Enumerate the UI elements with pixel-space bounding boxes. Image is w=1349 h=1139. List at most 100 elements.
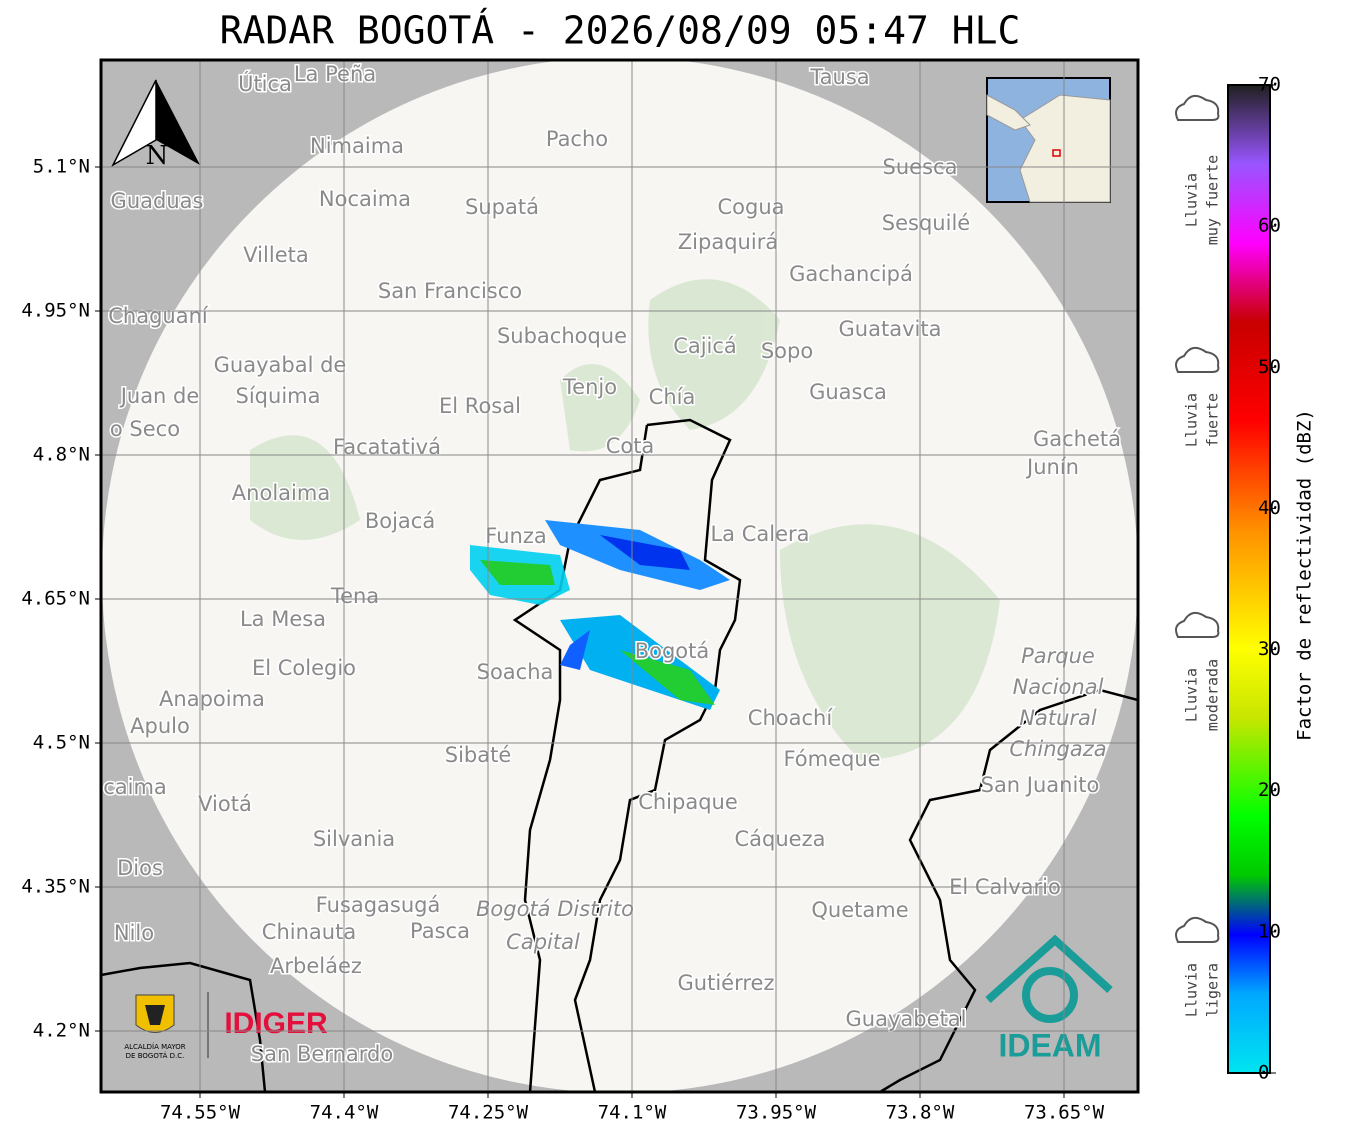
place-label: Anolaima bbox=[232, 481, 330, 505]
place-label: Cogua bbox=[717, 195, 784, 219]
place-label: San Francisco bbox=[378, 279, 522, 303]
colorbar-tick-label: 40 bbox=[1258, 497, 1281, 519]
park-label: Chingaza bbox=[1009, 737, 1106, 761]
y-tick-label: 4.65°N bbox=[21, 588, 90, 610]
north-label: N bbox=[146, 141, 169, 171]
rain-level-label: Lluvia bbox=[1183, 393, 1201, 447]
place-label: Síquima bbox=[236, 384, 321, 408]
place-label: Útica bbox=[238, 71, 292, 96]
place-label: Sopo bbox=[761, 339, 813, 363]
colorbar-tick-label: 30 bbox=[1258, 638, 1281, 660]
map-frame bbox=[99, 58, 1140, 1094]
x-tick-label: 74.25°W bbox=[448, 1102, 529, 1124]
rain-icon bbox=[1175, 916, 1220, 943]
place-label: San Juanito bbox=[981, 773, 1100, 797]
place-label: Sesquilé bbox=[882, 211, 970, 235]
ideam-text: IDEAM bbox=[998, 1027, 1101, 1063]
place-label: Pacho bbox=[546, 127, 608, 151]
place-label: Fusagasugá bbox=[316, 893, 441, 917]
colorbar-label: Factor de reflectividad (dBZ) bbox=[1294, 409, 1316, 741]
rain-level-label: ligera bbox=[1204, 963, 1222, 1017]
vegetation bbox=[250, 279, 1000, 760]
radar-echoes bbox=[470, 520, 730, 710]
place-label: Silvania bbox=[313, 827, 395, 851]
place-label: Quetame bbox=[811, 898, 908, 922]
place-label: Choachí bbox=[748, 706, 834, 730]
place-label: Villeta bbox=[243, 243, 308, 267]
place-label: Guatavita bbox=[839, 317, 942, 341]
x-tick-label: 74.1°W bbox=[598, 1102, 667, 1124]
place-label: La Mesa bbox=[240, 607, 326, 631]
place-label: Pasca bbox=[410, 919, 470, 943]
rain-level-label: Lluvia bbox=[1183, 173, 1201, 227]
place-label: Bogotá bbox=[635, 639, 710, 663]
place-label: Cáqueza bbox=[735, 827, 826, 851]
place-label: Guasca bbox=[809, 380, 887, 404]
colorbar-tick-label: 50 bbox=[1258, 356, 1281, 378]
place-label: Chaguaní bbox=[108, 304, 209, 328]
park-label: Parque bbox=[1021, 644, 1095, 668]
colorbar bbox=[1227, 84, 1271, 1074]
rain-level-label: Lluvia bbox=[1183, 963, 1201, 1017]
place-label: Guaduas bbox=[111, 189, 204, 213]
rain-icon bbox=[1175, 346, 1220, 373]
x-tick-label: 74.4°W bbox=[310, 1102, 379, 1124]
place-label: La Peña bbox=[294, 62, 376, 86]
place-label: Tausa bbox=[809, 65, 869, 89]
place-label: Zipaquirá bbox=[678, 230, 778, 254]
place-label: Juan de bbox=[119, 384, 200, 408]
district-label: Capital bbox=[506, 930, 580, 954]
rain-level: Lluvia moderada bbox=[1175, 611, 1222, 731]
inset-map bbox=[986, 77, 1111, 203]
x-tick-label: 74.55°W bbox=[160, 1102, 241, 1124]
place-label: San Bernardo bbox=[251, 1042, 393, 1066]
place-label: Bojacá bbox=[365, 509, 435, 533]
rain-level: Lluvia fuerte bbox=[1175, 346, 1222, 447]
x-tick-label: 73.65°W bbox=[1024, 1102, 1105, 1124]
place-labels: Útica La Peña Tausa Pacho Nimaima Guaduas Noca… bbox=[102, 61, 1123, 1068]
place-label: Chipaque bbox=[638, 790, 738, 814]
rain-level: Lluvia muy fuerte bbox=[1175, 94, 1222, 245]
place-label: Supatá bbox=[465, 195, 539, 219]
place-label: Junín bbox=[1025, 455, 1079, 479]
place-label: Arbeláez bbox=[270, 954, 362, 978]
map: Útica La Peña Tausa Pacho Nimaima Guaduas Noca… bbox=[101, 60, 1138, 1092]
rain-icon bbox=[1175, 611, 1220, 638]
place-label: Viotá bbox=[198, 792, 252, 816]
place-label: Gutiérrez bbox=[678, 971, 775, 995]
ideam-logo: IDEAM bbox=[985, 934, 1113, 1063]
place-label: Tenjo bbox=[562, 375, 617, 399]
place-label: Chinauta bbox=[262, 920, 356, 944]
park-label: Natural bbox=[1019, 706, 1097, 730]
north-arrow: N bbox=[111, 79, 200, 171]
district-label: Bogotá Distrito bbox=[476, 897, 634, 921]
place-label: Nocaima bbox=[319, 187, 411, 211]
place-label: Tena bbox=[330, 584, 379, 608]
place-label: Nilo bbox=[114, 921, 154, 945]
place-label: Chía bbox=[649, 385, 696, 409]
colorbar-tick-label: 20 bbox=[1258, 779, 1281, 801]
title: RADAR BOGOTÁ - 2026/08/09 05:47 HLC bbox=[220, 9, 1021, 53]
rain-level-label: Lluvia bbox=[1183, 668, 1201, 722]
colorbar-tick-label: 60 bbox=[1258, 215, 1281, 237]
place-label: Anapoima bbox=[159, 687, 265, 711]
colorbar-tick-label: 70 bbox=[1258, 74, 1281, 96]
rain-icon bbox=[1175, 94, 1220, 121]
place-label: Gachetá bbox=[1033, 427, 1121, 451]
place-label: Guayabal de bbox=[214, 353, 347, 377]
y-tick-label: 5.1°N bbox=[33, 156, 90, 178]
park-label: Nacional bbox=[1013, 675, 1104, 699]
x-tick-label: 73.95°W bbox=[736, 1102, 817, 1124]
place-label: Fómeque bbox=[783, 747, 880, 771]
y-tick-label: 4.2°N bbox=[33, 1020, 90, 1042]
colorbar-tick-label: 10 bbox=[1258, 920, 1281, 942]
place-label: Guayabetal bbox=[846, 1007, 967, 1031]
place-label: El Colegio bbox=[252, 656, 356, 680]
rain-level-label: muy fuerte bbox=[1204, 155, 1222, 245]
place-label: Subachoque bbox=[497, 324, 627, 348]
place-label: Funza bbox=[485, 524, 546, 548]
place-label: La Calera bbox=[710, 522, 809, 546]
place-label: Nimaima bbox=[310, 134, 404, 158]
y-tick-label: 4.95°N bbox=[21, 300, 90, 322]
